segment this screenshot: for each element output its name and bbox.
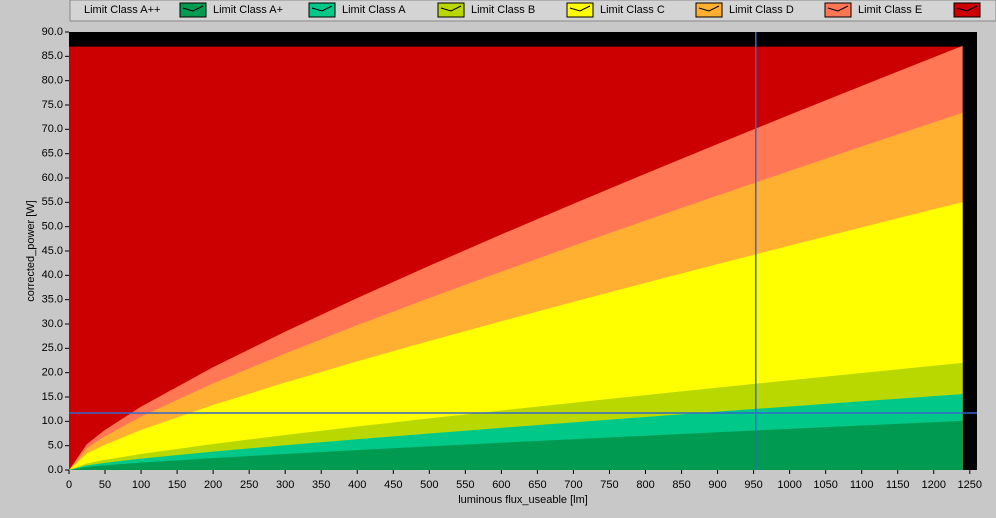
y-tick-label: 55.0 [42, 196, 63, 208]
legend-bar [69, 0, 996, 22]
x-tick-label: 500 [420, 479, 438, 491]
y-tick-label: 90.0 [42, 26, 63, 38]
x-tick-label: 250 [240, 479, 258, 491]
y-tick-label: 45.0 [42, 245, 63, 257]
y-tick-label: 65.0 [42, 148, 63, 160]
y-tick-label: 0.0 [48, 464, 63, 476]
x-tick-label: 100 [132, 479, 150, 491]
legend-swatch [437, 2, 465, 18]
y-tick-label: 50.0 [42, 221, 63, 233]
y-tick-label: 10.0 [42, 415, 63, 427]
x-tick-label: 750 [600, 479, 618, 491]
y-tick-label: 80.0 [42, 75, 63, 87]
legend-swatch-line [311, 5, 333, 12]
y-tick-label: 15.0 [42, 391, 63, 403]
x-axis-title: luminous flux_useable [lm] [458, 494, 588, 506]
x-tick-label: 600 [492, 479, 510, 491]
y-tick-label: 5.0 [48, 440, 63, 452]
x-tick-label: 350 [312, 479, 330, 491]
legend-swatch-line [698, 5, 720, 12]
x-tick-label: 200 [204, 479, 222, 491]
y-tick-label: 35.0 [42, 294, 63, 306]
x-tick-label: 450 [384, 479, 402, 491]
y-axis-title: corrected_power [W] [25, 200, 37, 301]
x-tick-label: 1250 [958, 479, 982, 491]
x-tick-label: 1100 [850, 479, 874, 491]
y-tick-label: 20.0 [42, 367, 63, 379]
y-tick-label: 70.0 [42, 123, 63, 135]
y-tick-label: 25.0 [42, 342, 63, 354]
legend-label: Limit Class C [600, 4, 665, 16]
legend-swatch [953, 2, 981, 18]
x-tick-label: 0 [66, 479, 72, 491]
legend-swatch-line [569, 5, 591, 12]
area [69, 420, 963, 470]
x-tick-label: 900 [708, 479, 726, 491]
y-tick-label: 40.0 [42, 269, 63, 281]
x-tick-label: 50 [99, 479, 111, 491]
y-tick-label: 60.0 [42, 172, 63, 184]
legend-swatch [179, 2, 207, 18]
y-tick-label: 75.0 [42, 99, 63, 111]
legend-swatch [566, 2, 594, 18]
x-tick-label: 850 [672, 479, 690, 491]
x-tick-label: 800 [636, 479, 654, 491]
y-tick-label: 30.0 [42, 318, 63, 330]
x-tick-label: 400 [348, 479, 366, 491]
x-tick-label: 300 [276, 479, 294, 491]
legend-label: Limit Class E [858, 4, 922, 16]
legend-swatch [824, 2, 852, 18]
legend-swatch [308, 2, 336, 18]
legend-swatch-line [956, 5, 978, 12]
legend-label: Limit Class D [729, 4, 794, 16]
legend-swatch [695, 2, 723, 18]
x-tick-label: 550 [456, 479, 474, 491]
x-tick-label: 950 [744, 479, 762, 491]
legend-swatch-line [440, 5, 462, 12]
x-tick-label: 150 [168, 479, 186, 491]
legend-label: Limit Class B [471, 4, 535, 16]
x-tick-label: 650 [528, 479, 546, 491]
x-tick-label: 1050 [813, 479, 837, 491]
x-tick-label: 1200 [922, 479, 946, 491]
legend-label: Limit Class A [342, 4, 406, 16]
legend-label: Limit Class A++ [84, 4, 160, 16]
x-tick-label: 1000 [777, 479, 801, 491]
legend-swatch-line [827, 5, 849, 12]
x-tick-label: 700 [564, 479, 582, 491]
legend-swatch-line [182, 5, 204, 12]
legend-label: Limit Class A+ [213, 4, 283, 16]
x-tick-label: 1150 [886, 479, 910, 491]
y-tick-label: 85.0 [42, 50, 63, 62]
